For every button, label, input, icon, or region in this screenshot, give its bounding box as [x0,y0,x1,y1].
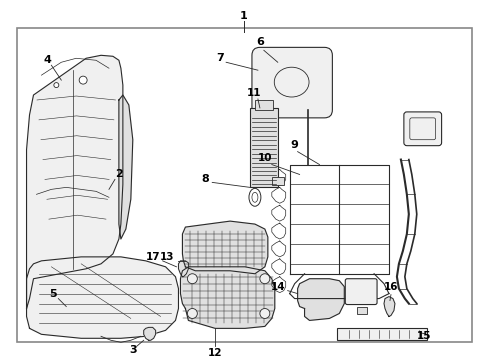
Text: 9: 9 [290,140,298,150]
Text: 11: 11 [246,88,261,98]
Text: 2: 2 [115,170,122,180]
Text: 17: 17 [145,252,160,262]
Polygon shape [26,257,178,338]
Polygon shape [180,267,274,328]
Text: 5: 5 [49,289,57,298]
Bar [249,108,277,187]
Ellipse shape [259,274,269,284]
Ellipse shape [187,274,197,284]
Bar [17,28,471,342]
FancyBboxPatch shape [345,279,376,305]
Ellipse shape [259,309,269,319]
Bar [337,328,426,340]
Polygon shape [182,221,267,274]
Text: 14: 14 [270,282,285,292]
Ellipse shape [54,82,59,87]
Ellipse shape [79,76,87,84]
Text: 12: 12 [207,348,222,358]
Text: 10: 10 [257,153,271,163]
Text: 4: 4 [43,55,51,65]
Polygon shape [119,95,133,239]
Bar [356,306,366,315]
Text: 16: 16 [383,282,397,292]
Text: 13: 13 [160,252,174,262]
Ellipse shape [248,188,261,206]
Bar [254,100,272,110]
Text: 7: 7 [216,53,224,63]
FancyBboxPatch shape [251,48,332,118]
Polygon shape [26,55,122,309]
Bar [271,177,283,185]
Text: 8: 8 [201,175,209,184]
Polygon shape [143,327,155,340]
Ellipse shape [187,309,197,319]
Polygon shape [383,297,394,316]
Text: 3: 3 [129,345,136,355]
Polygon shape [297,279,344,320]
Text: 1: 1 [240,10,247,21]
Polygon shape [178,261,188,277]
Text: 6: 6 [255,37,264,48]
FancyBboxPatch shape [403,112,441,146]
Text: 15: 15 [416,331,430,341]
